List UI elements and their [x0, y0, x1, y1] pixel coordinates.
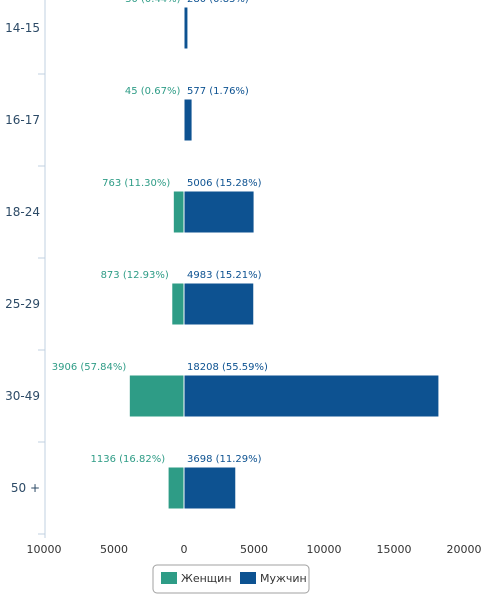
legend-label-men: Мужчин	[260, 572, 307, 585]
category-label: 30-49	[5, 389, 40, 403]
data-label-men: 18208 (55.59%)	[187, 362, 268, 373]
bar-women[interactable]	[172, 190, 185, 234]
data-label-men: 4983 (15.21%)	[187, 270, 262, 281]
bar-women[interactable]	[171, 282, 185, 326]
bar-men[interactable]	[183, 98, 193, 142]
data-label-men: 3698 (11.29%)	[187, 454, 262, 465]
legend-box	[152, 564, 310, 594]
x-tick-label: 15000	[377, 543, 412, 556]
legend-swatch-women	[161, 572, 177, 584]
x-tick-label: 5000	[240, 543, 268, 556]
data-label-men: 577 (1.76%)	[187, 86, 249, 97]
data-label-women: 3906 (57.84%)	[52, 362, 127, 373]
x-tick-label: 0	[181, 543, 188, 556]
bar-men[interactable]	[183, 282, 255, 326]
x-tick-label: 20000	[447, 543, 482, 556]
legend-item-women[interactable]: Женщин	[161, 572, 232, 585]
data-label-women: 30 (0.44%)	[125, 0, 181, 5]
data-label-women: 873 (12.93%)	[101, 270, 169, 281]
x-tick-label: 10000	[27, 543, 62, 556]
data-label-women: 763 (11.30%)	[102, 178, 170, 189]
data-label-men: 5006 (15.28%)	[187, 178, 262, 189]
category-label: 14-15	[5, 21, 40, 35]
bar-women[interactable]	[128, 374, 185, 418]
data-label-women: 45 (0.67%)	[125, 86, 181, 97]
bar-men[interactable]	[183, 190, 255, 234]
legend: Женщин Мужчин	[152, 564, 310, 594]
data-label-men: 280 (0.85%)	[187, 0, 249, 5]
legend-item-men[interactable]: Мужчин	[240, 572, 307, 585]
bar-men[interactable]	[183, 374, 440, 418]
category-label: 18-24	[5, 205, 40, 219]
bar-women[interactable]	[167, 466, 185, 510]
legend-label-women: Женщин	[181, 572, 232, 585]
category-label: 16-17	[5, 113, 40, 127]
category-label: 25-29	[5, 297, 40, 311]
bar-men[interactable]	[183, 466, 237, 510]
category-label: 50 +	[11, 481, 40, 495]
bar-men[interactable]	[183, 6, 189, 50]
data-label-women: 1136 (16.82%)	[91, 454, 166, 465]
x-tick-label: 5000	[100, 543, 128, 556]
x-tick-label: 10000	[307, 543, 342, 556]
legend-swatch-men	[240, 572, 256, 584]
